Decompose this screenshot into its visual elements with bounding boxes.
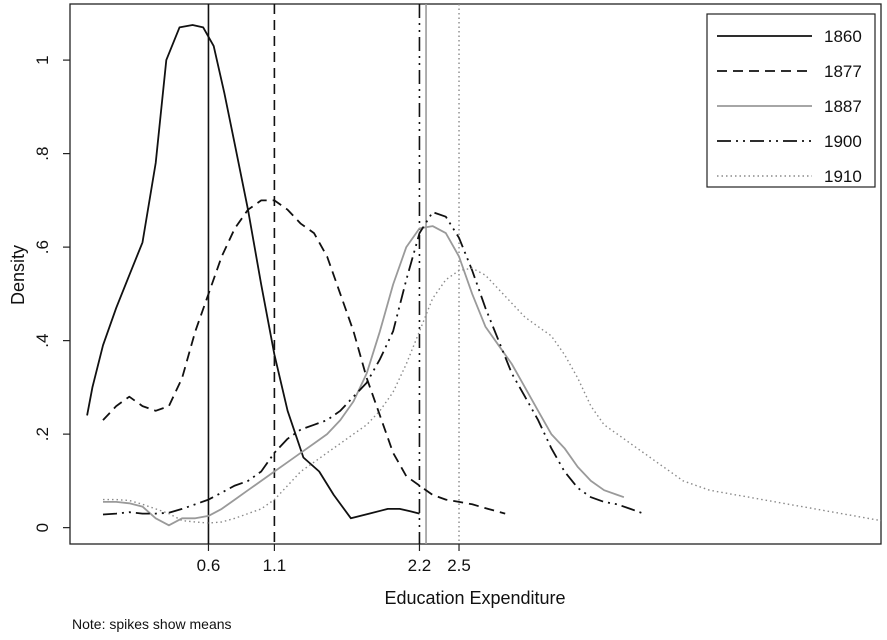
x-tick-label: 2.2 [408, 556, 432, 575]
y-tick-label: 1 [33, 55, 52, 64]
chart-note: Note: spikes show means [72, 616, 232, 632]
x-tick-label: 1.1 [263, 556, 287, 575]
series-line-1900 [102, 211, 644, 516]
legend-label-1877: 1877 [824, 62, 862, 81]
legend-label-1910: 1910 [824, 167, 862, 186]
x-tick-label: 2.5 [447, 556, 471, 575]
legend-label-1887: 1887 [824, 97, 862, 116]
series-line-1860 [86, 24, 420, 520]
legend-box [706, 13, 876, 188]
legend: 1860 1877 1887 1900 1910 [706, 13, 876, 188]
y-tick-label: .2 [33, 427, 52, 441]
axes: 0 .2 .4 .6 .8 1 0.6 1.1 2.2 2.5 [33, 55, 471, 575]
y-tick-label: .8 [33, 147, 52, 161]
series-line-1887 [103, 225, 625, 527]
legend-label-1860: 1860 [824, 27, 862, 46]
x-axis-title: Education Expenditure [384, 588, 565, 608]
x-tick-label: 0.6 [197, 556, 221, 575]
density-curves [86, 24, 882, 527]
y-axis-title: Density [8, 245, 28, 305]
y-tick-label: .6 [33, 240, 52, 254]
series-line-1877 [102, 199, 506, 515]
y-tick-label: .4 [33, 334, 52, 348]
legend-label-1900: 1900 [824, 132, 862, 151]
y-tick-label: 0 [33, 523, 52, 532]
mean-spikes [207, 4, 460, 544]
